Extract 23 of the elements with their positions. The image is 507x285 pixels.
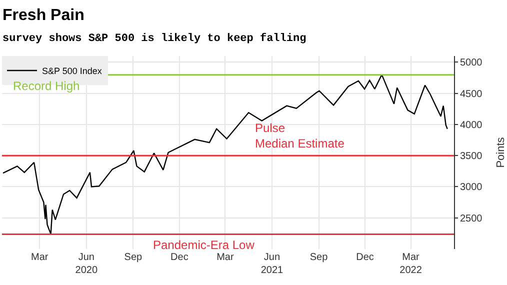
ref-line-label: Pandemic-Era Low bbox=[153, 238, 255, 252]
y-tick-label: 5000 bbox=[460, 58, 483, 69]
legend-label: S&P 500 Index bbox=[42, 66, 102, 76]
line-series bbox=[2, 74, 448, 235]
x-tick-label: Jun 2021 bbox=[260, 252, 284, 276]
y-axis-title: Points bbox=[495, 136, 507, 168]
y-tick-label: 3500 bbox=[460, 151, 483, 162]
y-tick-label: 2500 bbox=[460, 213, 483, 224]
x-tick-label: Mar 2022 bbox=[400, 252, 422, 276]
x-tick-label: Dec bbox=[170, 252, 188, 263]
x-tick-label: Dec bbox=[356, 252, 374, 263]
x-tick-label: Mar bbox=[31, 252, 49, 263]
x-tick-label: Sep bbox=[310, 252, 328, 263]
x-tick-label: Sep bbox=[124, 252, 143, 263]
chart-title: Fresh Pain bbox=[2, 6, 84, 24]
x-tick-label: Mar bbox=[216, 252, 234, 263]
ref-line-label: Record High bbox=[13, 79, 80, 93]
ref-line-label: Pulse Median Estimate bbox=[255, 121, 345, 151]
y-tick-label: 3000 bbox=[460, 182, 483, 194]
x-tick-label: Jun 2020 bbox=[75, 252, 98, 276]
y-tick-label: 4000 bbox=[460, 120, 483, 131]
chart-subtitle: survey shows S&P 500 is likely to keep falling bbox=[2, 32, 306, 45]
y-tick-label: 4500 bbox=[460, 88, 483, 100]
